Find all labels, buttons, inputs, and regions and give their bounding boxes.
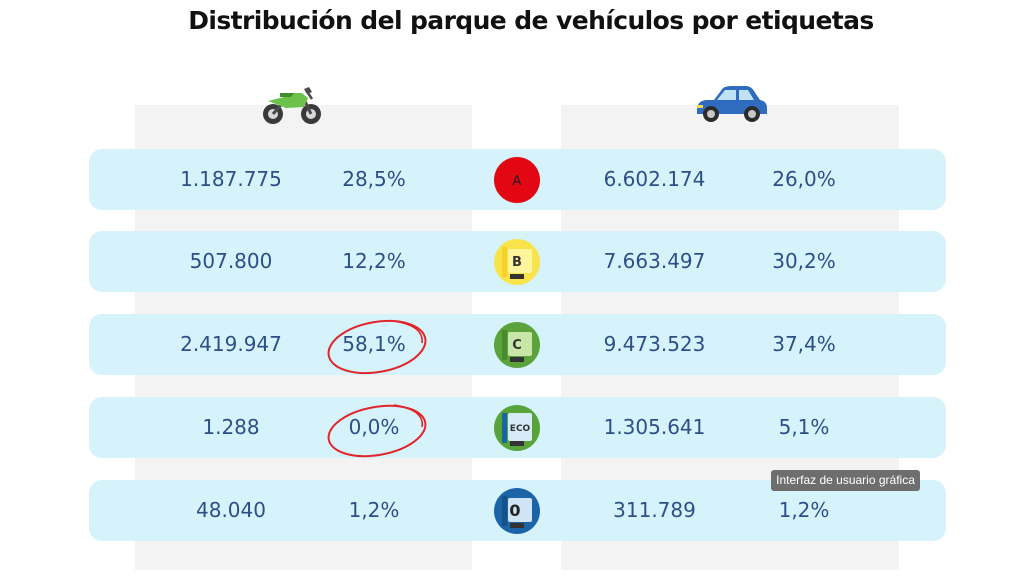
label-B-badge: B	[494, 239, 540, 285]
car-percent: 1,2%	[778, 498, 830, 522]
chart-title: Distribución del parque de vehículos por…	[188, 6, 874, 35]
table-row-C: 2.419.947 58,1% C 9.473.523 37,4%	[89, 314, 946, 375]
moto-percent: 1,2%	[348, 498, 400, 522]
moto-percent: 12,2%	[342, 249, 406, 273]
car-count: 9.473.523	[603, 332, 706, 356]
table-row-ECO: 1.288 0,0% ECO 1.305.641 5,1%	[89, 397, 946, 458]
car-percent: 26,0%	[772, 167, 836, 191]
moto-count: 2.419.947	[180, 332, 282, 356]
label-C-badge: C	[494, 322, 540, 368]
svg-text:C: C	[512, 338, 522, 353]
moto-percent: 0,0%	[348, 415, 400, 439]
svg-text:A: A	[513, 174, 522, 189]
car-percent: 30,2%	[772, 249, 836, 273]
car-percent: 37,4%	[772, 332, 836, 356]
label-0-badge: 0	[494, 488, 540, 534]
svg-text:B: B	[512, 255, 522, 270]
car-count: 1.305.641	[603, 415, 706, 439]
svg-text:ECO: ECO	[510, 424, 531, 434]
car-percent: 5,1%	[778, 415, 830, 439]
car-icon	[697, 86, 767, 122]
car-count: 311.789	[613, 498, 696, 522]
moto-count: 1.288	[202, 415, 260, 439]
table-row-A: 1.187.775 28,5% A 6.602.174 26,0%	[89, 149, 946, 210]
moto-percent: 58,1%	[342, 332, 406, 356]
svg-text:0: 0	[509, 501, 520, 520]
label-A-badge: A	[494, 157, 540, 203]
label-ECO-badge: ECO	[494, 405, 540, 451]
moto-count: 507.800	[189, 249, 273, 273]
car-count: 6.602.174	[603, 167, 706, 191]
moto-count: 1.187.775	[180, 167, 282, 191]
car-count: 7.663.497	[603, 249, 706, 273]
moto-count: 48.040	[196, 498, 266, 522]
motorcycle-icon	[263, 87, 321, 124]
moto-percent: 28,5%	[342, 167, 406, 191]
table-row-B: 507.800 12,2% B 7.663.497 30,2%	[89, 231, 946, 292]
tooltip: Interfaz de usuario gráfica	[771, 470, 920, 491]
